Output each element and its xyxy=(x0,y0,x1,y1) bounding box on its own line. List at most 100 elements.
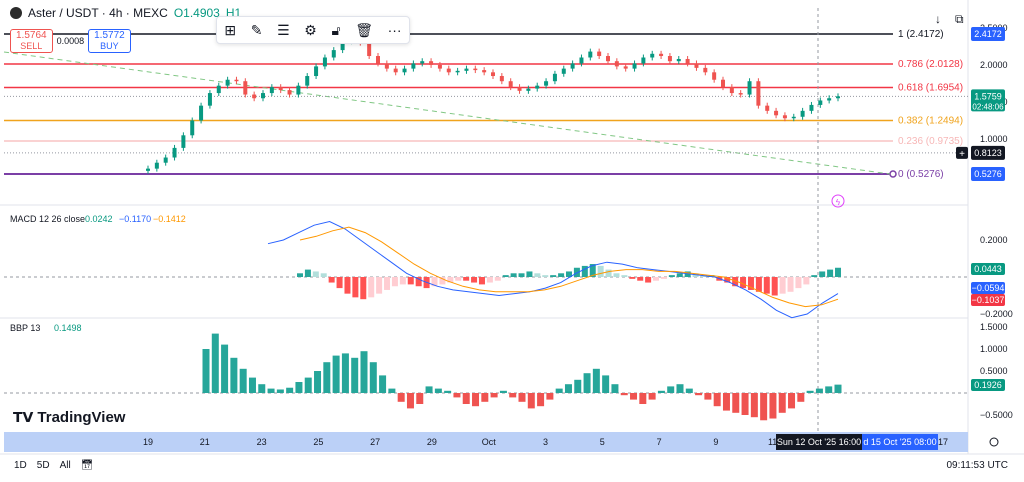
crosshair-time-label: Sun 12 Oct '25 16:00 xyxy=(777,437,861,447)
bbp-bar xyxy=(472,393,480,407)
macd-histogram-bar xyxy=(660,277,667,279)
macd-histogram-bar xyxy=(566,271,572,277)
price-candle xyxy=(269,87,274,94)
fib-level-label: 0.236 (0.9735) xyxy=(898,136,963,147)
fib-level-label: 0.786 (2.0128) xyxy=(898,59,963,70)
calendar-icon[interactable]: 📅︎ xyxy=(80,460,94,471)
bbp-bar xyxy=(760,393,768,421)
macd-badge xyxy=(971,263,1005,275)
macd-histogram-bar xyxy=(494,277,501,281)
price-candle xyxy=(818,100,823,105)
settings-icon xyxy=(989,437,999,447)
price-candle xyxy=(234,79,239,82)
price-candle xyxy=(446,68,451,73)
price-candle xyxy=(305,76,310,86)
macd-histogram-bar xyxy=(676,273,683,277)
bbp-bar xyxy=(518,393,526,402)
price-candle xyxy=(774,110,779,116)
macd-histogram-bar xyxy=(463,277,470,281)
price-candle xyxy=(376,56,380,64)
bbp-bar xyxy=(546,393,554,400)
price-axis-tick: 2.0000 xyxy=(980,60,1008,70)
price-candle xyxy=(314,66,319,77)
bbp-title: BBP 13 xyxy=(10,323,40,333)
price-candle xyxy=(712,72,717,80)
ohlc-values: O1.4903 xyxy=(173,6,220,20)
bbp-bar xyxy=(239,368,247,393)
bbp-bar xyxy=(722,393,730,411)
bbp-bar xyxy=(230,357,238,393)
price-candle xyxy=(482,70,487,73)
bbp-bar xyxy=(267,388,275,393)
macd-histogram-bar xyxy=(471,277,478,283)
bbp-bar xyxy=(388,388,396,393)
price-candle xyxy=(650,53,655,58)
price-candle xyxy=(809,104,814,111)
more-icon[interactable]: ··· xyxy=(387,22,402,38)
bbp-bar xyxy=(750,393,758,418)
macd-histogram-bar xyxy=(779,277,786,294)
macd-histogram-bar xyxy=(439,277,446,285)
utc-clock[interactable]: 09:11:53 UTC xyxy=(946,460,1008,471)
macd-histogram-bar xyxy=(811,275,818,277)
price-candle xyxy=(623,66,628,69)
macd-histogram-bar xyxy=(747,277,754,290)
grid-icon[interactable]: ⊞ xyxy=(224,21,237,38)
bbp-bar xyxy=(685,388,693,393)
bbp-bar xyxy=(630,393,638,400)
price-candle xyxy=(729,87,734,94)
bbp-bar xyxy=(574,379,582,393)
symbol-title[interactable]: Aster / USDT · 4h · MEXC xyxy=(28,6,168,20)
bbp-bar xyxy=(713,393,721,407)
bbp-axis-tick: 1.5000 xyxy=(980,322,1008,332)
bbp-bar xyxy=(825,386,833,393)
trash-icon[interactable]: 🗑︎ xyxy=(355,21,373,38)
macd-histogram-bar xyxy=(787,277,794,292)
time-axis-tick: 9 xyxy=(713,437,718,447)
bbp-axis-tick: 1.0000 xyxy=(980,344,1008,354)
fib-level-label: 1 (2.4172) xyxy=(898,29,944,40)
add-level-button[interactable] xyxy=(956,146,968,159)
macd-histogram-bar xyxy=(534,273,541,277)
price-candle xyxy=(340,41,345,51)
macd-badge-value: 0.0443 xyxy=(974,264,1002,274)
price-badge-value: 0.5276 xyxy=(974,169,1002,179)
price-candle xyxy=(570,63,575,69)
trade-panel: 1.5764 SELL 0.0008 1.5772 BUY xyxy=(10,29,131,53)
aster-logo-icon xyxy=(10,7,22,19)
bbp-bar xyxy=(221,344,229,393)
gear-icon[interactable]: ⚙ xyxy=(304,21,317,38)
signal-line xyxy=(299,226,839,308)
price-candle xyxy=(437,64,442,69)
price-badge xyxy=(971,167,1005,181)
price-candle xyxy=(322,57,327,67)
macd-histogram-bar xyxy=(352,277,359,298)
time-axis-tick: 7 xyxy=(657,437,662,447)
macd-histogram-bar xyxy=(581,265,588,277)
lines-icon[interactable]: ☰ xyxy=(277,21,290,38)
price-candle xyxy=(181,135,186,148)
range-end-label: d 15 Oct '25 08:00 xyxy=(863,437,936,447)
bbp-bar xyxy=(248,377,256,393)
bbp-bar xyxy=(416,393,424,404)
macd-histogram-bar xyxy=(399,277,406,285)
macd-histogram-bar xyxy=(550,275,557,277)
bbp-bar xyxy=(741,393,749,415)
macd-histogram-bar xyxy=(763,277,770,294)
timeframe-1d[interactable]: 1D xyxy=(14,460,27,471)
restore-icon[interactable]: ⧉ xyxy=(955,12,964,26)
timeframe-5d[interactable]: 5D xyxy=(36,460,50,471)
sell-button[interactable]: 1.5764 SELL xyxy=(10,29,53,53)
arrow-down-icon[interactable]: ↓ xyxy=(935,12,941,26)
price-candle xyxy=(499,76,504,82)
unlock-icon[interactable]: 🔓︎ xyxy=(331,21,341,38)
macd-histogram-bar xyxy=(771,277,778,296)
macd-histogram-bar xyxy=(502,275,509,277)
time-axis-tick: 19 xyxy=(143,437,153,447)
pencil-icon[interactable]: ✎ xyxy=(250,21,263,38)
price-candle xyxy=(225,79,230,86)
timeframe-all[interactable]: All xyxy=(59,460,71,471)
buy-button[interactable]: 1.5772 BUY xyxy=(88,29,131,53)
macd-histogram-bar xyxy=(391,277,398,287)
